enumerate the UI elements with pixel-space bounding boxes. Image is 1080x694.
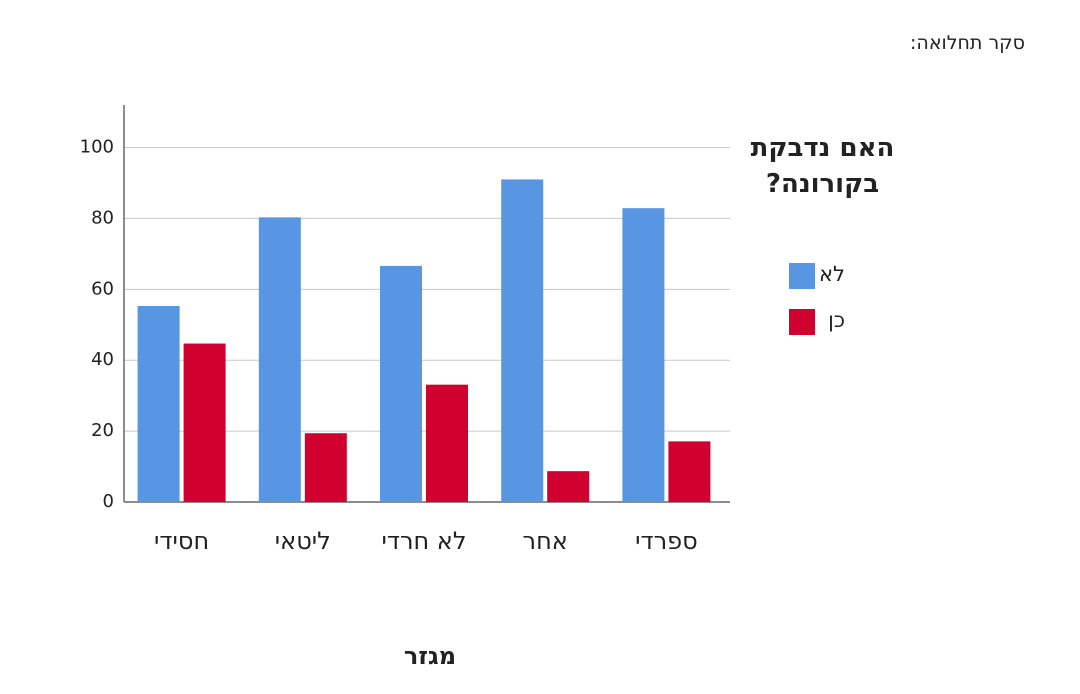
y-tick-label: 80 — [91, 207, 114, 228]
bar — [258, 217, 301, 502]
y-tick-label: 100 — [80, 137, 114, 158]
bar — [501, 179, 544, 502]
bar — [304, 433, 347, 502]
legend-swatch — [789, 263, 815, 289]
bar — [547, 471, 590, 502]
legend-title: האם נדבקת בקורונה? — [750, 133, 895, 199]
legend-swatch — [789, 309, 815, 335]
page-title: סקר תחלואה: — [910, 32, 1025, 54]
legend-label: לא — [819, 262, 845, 286]
bar — [137, 305, 180, 502]
x-tick-label: לא חרדי — [381, 527, 467, 555]
legend-label: כן — [828, 308, 845, 332]
x-tick-label: ליטאי — [274, 527, 331, 555]
bar — [622, 208, 665, 502]
bar — [183, 343, 226, 502]
x-axis-title: מגזר — [403, 642, 457, 670]
x-tick-label: חסידי — [154, 527, 210, 555]
y-tick-label: 40 — [91, 349, 114, 370]
x-tick-label: אחר — [522, 527, 568, 555]
bar — [426, 384, 468, 502]
y-tick-label: 20 — [91, 420, 114, 441]
y-tick-label: 0 — [103, 491, 114, 512]
bar — [668, 441, 711, 502]
x-tick-label: ספרדי — [635, 527, 698, 555]
y-tick-label: 60 — [91, 278, 114, 299]
bar — [380, 265, 422, 502]
